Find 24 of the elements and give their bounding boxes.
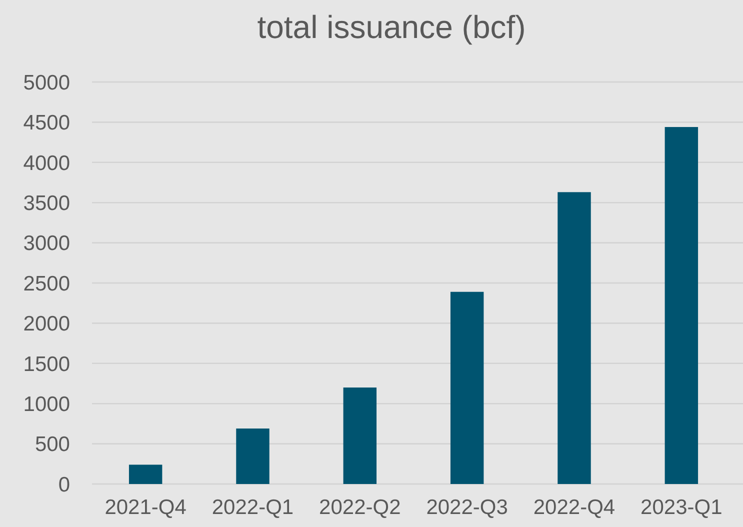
x-tick-label: 2022-Q4 xyxy=(533,496,616,519)
y-tick-label: 3000 xyxy=(23,232,70,256)
y-tick-label: 1500 xyxy=(23,352,70,376)
bar xyxy=(664,127,698,484)
x-tick-label: 2022-Q2 xyxy=(319,496,401,519)
y-tick-label: 2500 xyxy=(23,272,70,296)
y-tick-label: 1000 xyxy=(23,392,70,416)
x-tick-label: 2021-Q4 xyxy=(104,496,187,519)
x-tick-label: 2022-Q3 xyxy=(426,496,508,519)
y-tick-label: 4000 xyxy=(23,152,70,175)
y-tick-label: 0 xyxy=(58,473,70,496)
bar xyxy=(343,388,377,484)
y-tick-label: 3500 xyxy=(23,192,70,215)
y-tick-label: 5000 xyxy=(23,71,70,94)
bar xyxy=(128,464,162,484)
y-tick-label: 500 xyxy=(34,433,70,456)
x-tick-label: 2023-Q1 xyxy=(640,496,722,519)
y-tick-label: 2000 xyxy=(23,312,70,336)
x-tick-label: 2022-Q1 xyxy=(212,496,294,519)
chart-title: total issuance (bcf) xyxy=(257,9,526,45)
bar xyxy=(450,292,484,484)
bar xyxy=(558,192,591,484)
y-tick-label: 4500 xyxy=(23,112,70,135)
bar xyxy=(236,428,270,484)
